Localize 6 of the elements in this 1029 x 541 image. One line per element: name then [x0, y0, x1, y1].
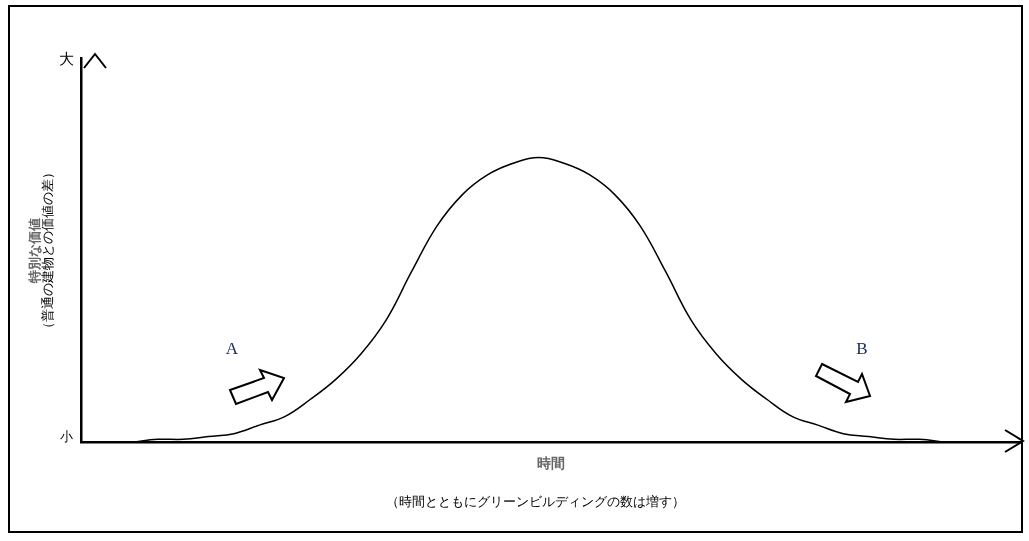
annotation: B: [856, 339, 868, 359]
text: （時間とともにグリーンビルディングの数は増す）: [385, 494, 685, 510]
x-axis-title: 時間: [537, 455, 566, 472]
annotation: A: [225, 339, 239, 359]
text: 小: [59, 429, 73, 445]
text: 大: [58, 49, 74, 68]
